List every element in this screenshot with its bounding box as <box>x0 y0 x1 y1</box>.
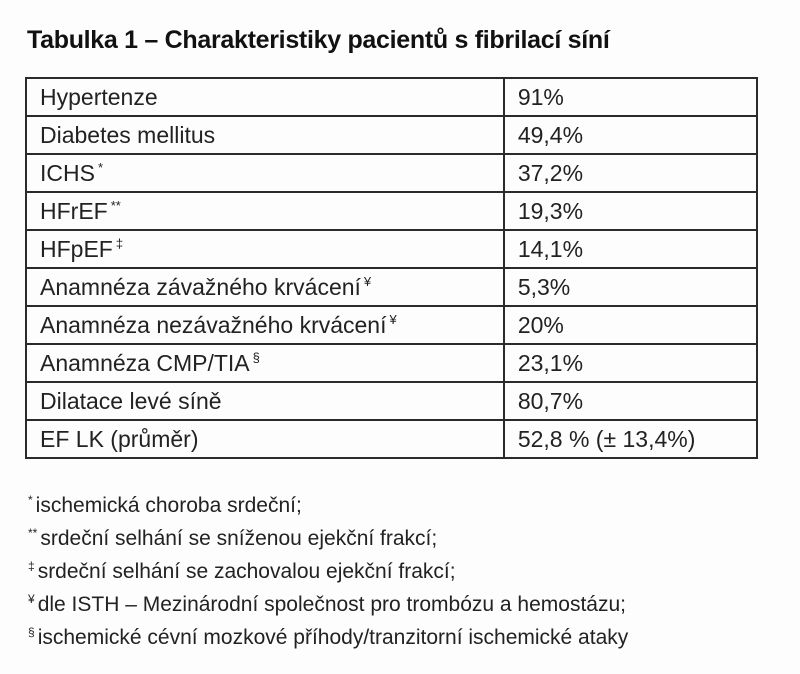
row-value: 49,4% <box>502 115 759 155</box>
table-row: Dilatace levé síně 80,7% <box>25 381 759 421</box>
footnote-text: srdeční selhání se zachovalou ejekční fr… <box>37 560 456 583</box>
row-label: Hypertenze <box>25 77 505 117</box>
table-row: EF LK (průměr) 52,8 % (± 13,4%) <box>25 419 759 459</box>
table-row: HFpEF ‡ 14,1% <box>25 229 759 269</box>
row-label: Diabetes mellitus <box>25 115 505 155</box>
row-value: 23,1% <box>502 343 759 383</box>
footnote-line: * ischemická choroba srdeční; <box>27 489 775 522</box>
footnote-text: srdeční selhání se sníženou ejekční frak… <box>40 527 438 550</box>
table-title: Tabulka 1 – Charakteristiky pacientů s f… <box>27 26 610 54</box>
row-value: 91% <box>502 77 759 117</box>
row-value: 5,3% <box>502 267 759 307</box>
footnote-marker: ‡ <box>28 559 35 573</box>
footnote-text: ischemické cévní mozkové příhody/tranzit… <box>37 626 629 649</box>
footnote-line: ¥ dle ISTH – Mezinárodní společnost pro t… <box>27 588 775 621</box>
footnote-text: dle ISTH – Mezinárodní společnost pro tr… <box>37 593 626 616</box>
row-value: 19,3% <box>502 191 759 231</box>
row-label: HFpEF ‡ <box>25 229 505 269</box>
row-value: 14,1% <box>502 229 759 269</box>
footnote-marker: * <box>28 493 33 507</box>
footnote-marker: ¥ <box>363 274 372 290</box>
footnotes: * ischemická choroba srdeční; ** srdeční se… <box>27 489 775 654</box>
table-row: Anamnéza CMP/TIA § 23,1% <box>25 343 759 383</box>
table-row: Anamnéza závažného krvácení ¥5,3% <box>25 267 759 307</box>
table-body: Hypertenze 91% Diabetes mellitus 49,4% ICHS *… <box>25 77 759 459</box>
row-label: Anamnéza závažného krvácení ¥ <box>25 267 505 307</box>
row-label: Anamnéza nezávažného krvácení ¥ <box>25 305 505 345</box>
footnote-line: ‡ srdeční selhání se zachovalou ejekční f… <box>27 555 775 588</box>
row-label: EF LK (průměr) <box>25 419 505 459</box>
row-label: Dilatace levé síně <box>25 381 505 421</box>
row-value: 37,2% <box>502 153 759 193</box>
footnote-marker: ‡ <box>115 236 124 252</box>
table-row: ICHS * 37,2% <box>25 153 759 193</box>
footnote-marker: § <box>28 625 35 639</box>
row-label: ICHS * <box>25 153 505 193</box>
footnote-marker: ** <box>110 198 121 214</box>
row-label: HFrEF ** <box>25 191 505 231</box>
footnote-line: § ischemické cévní mozkové příhody/tranzi… <box>27 621 775 654</box>
footnote-text: ischemická choroba srdeční; <box>35 494 302 517</box>
table-row: Hypertenze 91% <box>25 77 759 117</box>
row-value: 20% <box>502 305 759 345</box>
table-row: Diabetes mellitus 49,4% <box>25 115 759 155</box>
row-value: 80,7% <box>502 381 759 421</box>
table-row: HFrEF ** 19,3% <box>25 191 759 231</box>
table-row: Anamnéza nezávažného krvácení ¥20% <box>25 305 759 345</box>
footnote-marker: ¥ <box>389 312 397 328</box>
row-label: Anamnéza CMP/TIA § <box>25 343 505 383</box>
characteristics-table: Hypertenze 91% Diabetes mellitus 49,4% ICHS *… <box>25 77 759 459</box>
footnote-marker: * <box>97 160 104 176</box>
row-value: 52,8 % (± 13,4%) <box>502 419 759 459</box>
footnote-marker: ¥ <box>28 592 35 606</box>
footnote-marker: ** <box>28 526 38 540</box>
footnote-line: ** srdeční selhání se sníženou ejekční fr… <box>27 522 775 555</box>
footnote-marker: § <box>252 350 260 366</box>
